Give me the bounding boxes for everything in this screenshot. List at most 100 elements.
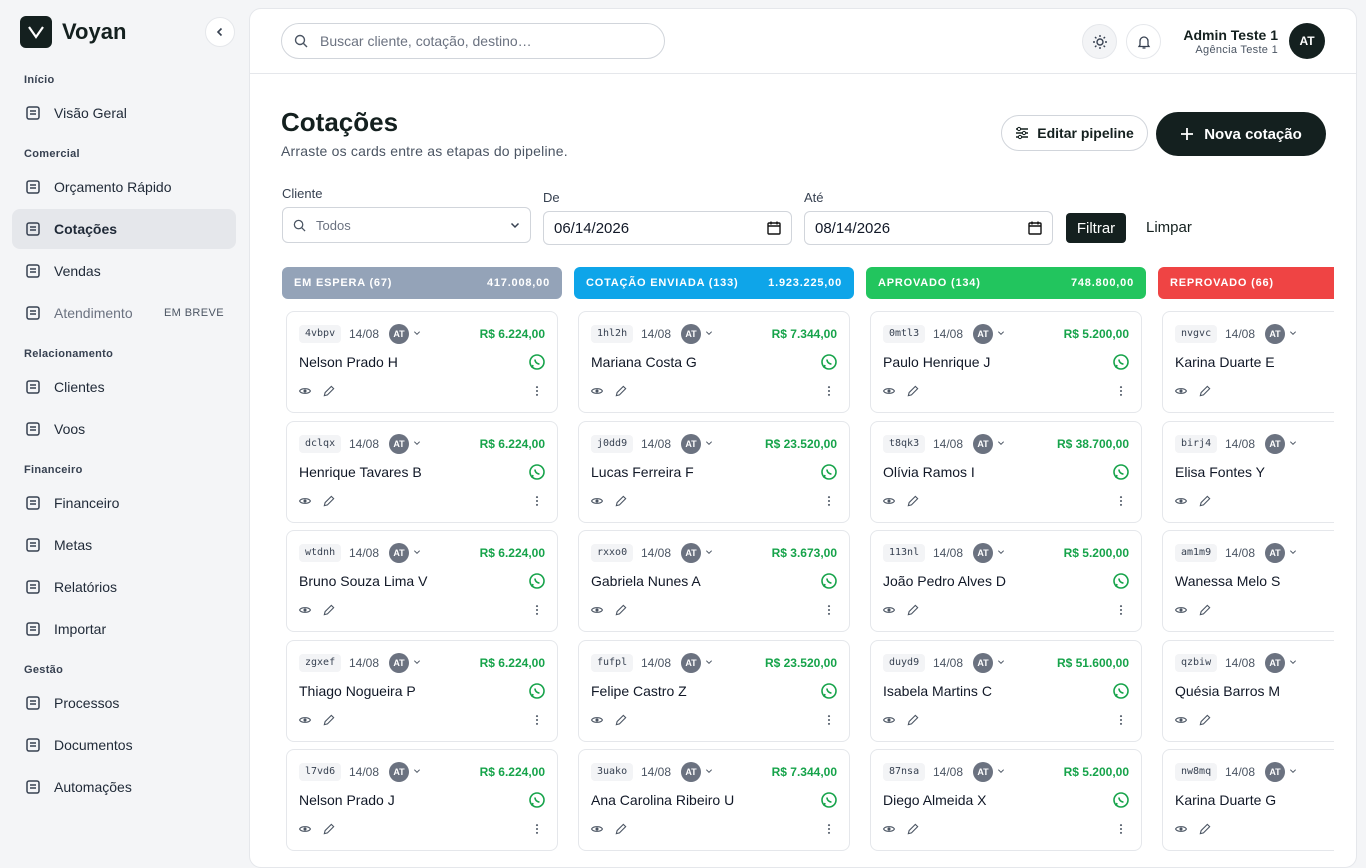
user-info[interactable]: Admin Teste 1 Agência Teste 1 (1183, 27, 1278, 56)
edit-button[interactable] (1198, 822, 1212, 836)
nav-item[interactable]: Automações (12, 767, 236, 807)
more-button[interactable] (822, 603, 836, 617)
owner-avatar[interactable]: AT (973, 324, 993, 344)
view-button[interactable] (1174, 713, 1188, 727)
more-button[interactable] (530, 713, 544, 727)
quote-card[interactable]: 1hl2h 14/08 AT R$ 7.344,00 Mariana Costa G (578, 311, 850, 413)
whatsapp-button[interactable] (1112, 463, 1130, 481)
edit-button[interactable] (322, 713, 336, 727)
quote-card[interactable]: wtdnh 14/08 AT R$ 6.224,00 Bruno Souza Lima … (286, 530, 558, 632)
whatsapp-button[interactable] (528, 791, 546, 809)
whatsapp-button[interactable] (1112, 682, 1130, 700)
new-quote-button[interactable]: Nova cotação (1156, 112, 1326, 156)
edit-button[interactable] (614, 384, 628, 398)
view-button[interactable] (298, 384, 312, 398)
quote-card[interactable]: fufpl 14/08 AT R$ 23.520,00 Felipe Castro Z (578, 639, 850, 742)
more-button[interactable] (1114, 384, 1128, 398)
quote-card[interactable]: 113nl 14/08 AT R$ 5.200,00 João Pedro Alves … (870, 530, 1142, 632)
quote-card[interactable]: nw8mq 14/08 AT Karina Duarte G (1162, 749, 1334, 851)
more-button[interactable] (530, 822, 544, 836)
owner-avatar[interactable]: AT (681, 433, 701, 454)
more-button[interactable] (530, 603, 544, 617)
quote-card[interactable]: birj4 14/08 AT Elisa Fontes Y (1162, 420, 1334, 523)
view-button[interactable] (882, 384, 896, 398)
owner-avatar[interactable]: AT (973, 762, 993, 782)
nav-item[interactable]: Importar (12, 609, 236, 649)
owner-avatar[interactable]: AT (1265, 762, 1285, 782)
owner-avatar[interactable]: AT (389, 433, 409, 454)
view-button[interactable] (1174, 603, 1188, 617)
edit-button[interactable] (614, 822, 628, 836)
whatsapp-button[interactable] (528, 682, 546, 700)
user-avatar[interactable]: AT (1289, 23, 1325, 59)
edit-button[interactable] (906, 822, 920, 836)
view-button[interactable] (298, 603, 312, 617)
more-button[interactable] (530, 494, 544, 508)
whatsapp-button[interactable] (1112, 572, 1130, 590)
quote-card[interactable]: zgxef 14/08 AT R$ 6.224,00 Thiago Nogueira P (286, 639, 558, 742)
edit-button[interactable] (906, 603, 920, 617)
to-date[interactable]: 08/14/2026 (804, 211, 1053, 245)
owner-avatar[interactable]: AT (389, 652, 409, 673)
view-button[interactable] (1174, 384, 1188, 398)
owner-avatar[interactable]: AT (681, 762, 701, 782)
owner-avatar[interactable]: AT (389, 324, 409, 344)
more-button[interactable] (822, 822, 836, 836)
view-button[interactable] (590, 822, 604, 836)
clear-button[interactable]: Limpar (1146, 219, 1192, 236)
view-button[interactable] (590, 603, 604, 617)
brand[interactable]: Voyan (20, 16, 126, 48)
view-button[interactable] (590, 713, 604, 727)
search-box[interactable]: Buscar cliente, cotação, destino… (281, 23, 665, 59)
theme-toggle[interactable] (1082, 24, 1117, 59)
nav-item[interactable]: Financeiro (12, 483, 236, 523)
whatsapp-button[interactable] (528, 572, 546, 590)
nav-item[interactable]: Clientes (12, 367, 236, 407)
owner-avatar[interactable]: AT (681, 652, 701, 673)
quote-card[interactable]: l7vd6 14/08 AT R$ 6.224,00 Nelson Prado J (286, 749, 558, 851)
edit-button[interactable] (1198, 494, 1212, 508)
edit-button[interactable] (1198, 603, 1212, 617)
edit-button[interactable] (906, 384, 920, 398)
owner-avatar[interactable]: AT (973, 652, 993, 673)
whatsapp-button[interactable] (820, 353, 838, 371)
view-button[interactable] (298, 713, 312, 727)
quote-card[interactable]: 0mtl3 14/08 AT R$ 5.200,00 Paulo Henrique J (870, 311, 1142, 413)
owner-avatar[interactable]: AT (681, 324, 701, 344)
edit-button[interactable] (322, 384, 336, 398)
view-button[interactable] (590, 494, 604, 508)
more-button[interactable] (822, 713, 836, 727)
owner-avatar[interactable]: AT (1265, 543, 1285, 563)
edit-pipeline-button[interactable]: Editar pipeline (1001, 115, 1148, 151)
edit-button[interactable] (1198, 384, 1212, 398)
edit-button[interactable] (322, 494, 336, 508)
whatsapp-button[interactable] (820, 682, 838, 700)
owner-avatar[interactable]: AT (1265, 652, 1285, 673)
client-select[interactable]: Todos (282, 207, 531, 243)
owner-avatar[interactable]: AT (1265, 324, 1285, 344)
quote-card[interactable]: 4vbpv 14/08 AT R$ 6.224,00 Nelson Prado H (286, 311, 558, 413)
view-button[interactable] (298, 822, 312, 836)
quote-card[interactable]: rxxo0 14/08 AT R$ 3.673,00 Gabriela Nunes A (578, 530, 850, 632)
nav-item[interactable]: Relatórios (12, 567, 236, 607)
edit-button[interactable] (322, 822, 336, 836)
edit-button[interactable] (906, 713, 920, 727)
view-button[interactable] (882, 494, 896, 508)
owner-avatar[interactable]: AT (389, 762, 409, 782)
view-button[interactable] (298, 494, 312, 508)
quote-card[interactable]: am1m9 14/08 AT Wanessa Melo S (1162, 530, 1334, 632)
owner-avatar[interactable]: AT (389, 543, 409, 563)
view-button[interactable] (1174, 494, 1188, 508)
nav-item[interactable]: Documentos (12, 725, 236, 765)
whatsapp-button[interactable] (528, 463, 546, 481)
whatsapp-button[interactable] (820, 572, 838, 590)
more-button[interactable] (1114, 822, 1128, 836)
nav-item[interactable]: Visão Geral (12, 93, 236, 133)
more-button[interactable] (1114, 603, 1128, 617)
edit-button[interactable] (614, 603, 628, 617)
quote-card[interactable]: j0dd9 14/08 AT R$ 23.520,00 Lucas Ferreira F (578, 420, 850, 523)
owner-avatar[interactable]: AT (973, 433, 993, 454)
nav-item[interactable]: Processos (12, 683, 236, 723)
nav-item[interactable]: Cotações (12, 209, 236, 249)
quote-card[interactable]: dclqx 14/08 AT R$ 6.224,00 Henrique Tavares … (286, 420, 558, 523)
